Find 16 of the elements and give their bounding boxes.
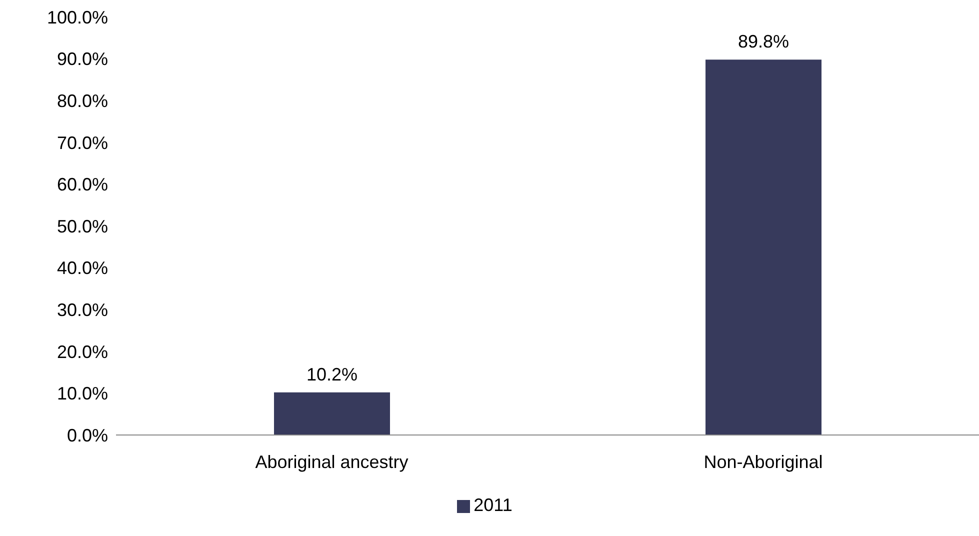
y-tick-label: 0.0%: [66, 425, 108, 446]
data-label: 10.2%: [306, 364, 358, 384]
y-tick-label: 50.0%: [56, 216, 108, 236]
y-tick-label: 40.0%: [56, 258, 108, 278]
y-tick-label: 20.0%: [56, 342, 108, 362]
y-tick-label: 10.0%: [56, 384, 108, 404]
x-tick-label: Non-Aboriginal: [704, 452, 823, 472]
y-tick-label: 80.0%: [56, 90, 108, 111]
legend-label: 2011: [474, 495, 512, 515]
y-tick-label: 70.0%: [56, 132, 108, 153]
y-tick-label: 60.0%: [56, 174, 108, 195]
y-tick-label: 30.0%: [56, 300, 108, 320]
y-tick-label: 90.0%: [56, 49, 108, 70]
x-tick-label: Aboriginal ancestry: [255, 452, 408, 472]
data-label: 89.8%: [738, 32, 790, 52]
y-tick-label: 100.0%: [46, 7, 108, 28]
